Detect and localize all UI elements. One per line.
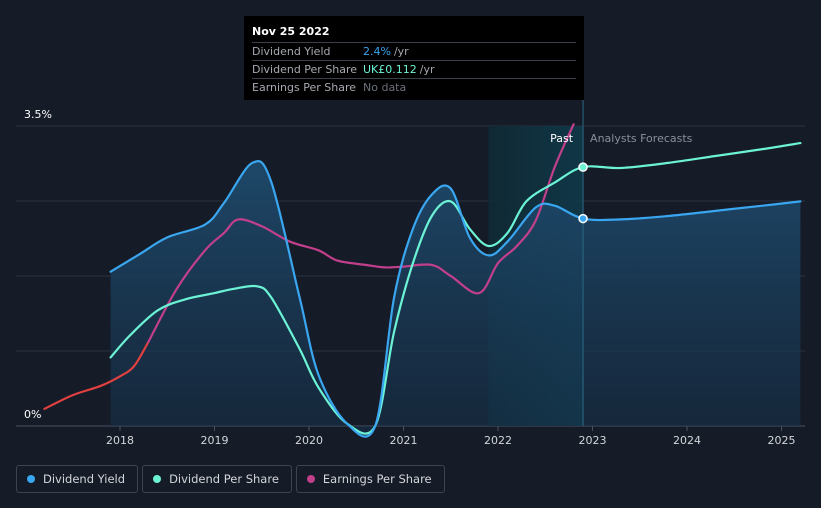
tooltip-label: Dividend Per Share — [252, 63, 358, 76]
x-tick-label: 2023 — [579, 434, 607, 447]
marker-dividend-per-share — [578, 162, 588, 172]
y-tick-label-top: 3.5% — [24, 108, 52, 121]
legend-dot-icon — [27, 475, 35, 483]
legend-item-earnings-per-share[interactable]: Earnings Per Share — [295, 465, 445, 493]
legend-label: Dividend Yield — [43, 472, 126, 486]
marker-dividend-yield — [578, 213, 588, 224]
legend-dot-icon — [306, 475, 315, 483]
tooltip: Nov 25 2022 Dividend Yield 2.4% /yr Divi… — [244, 16, 584, 100]
x-tick-label: 2022 — [484, 434, 512, 447]
x-tick-label: 2024 — [673, 434, 701, 447]
series-markers — [578, 162, 588, 224]
x-tick-label: 2025 — [768, 434, 796, 447]
tooltip-row-dividend-yield: Dividend Yield 2.4% /yr — [252, 42, 576, 60]
tooltip-value: UK£0.112 — [363, 63, 417, 76]
analysts-forecasts-label: Analysts Forecasts — [590, 132, 693, 145]
x-axis-ticks: 2018 2019 2020 2021 2022 2023 2024 2025 — [106, 426, 796, 447]
series-line-earnings-per-share-early — [43, 340, 150, 410]
legend-item-dividend-yield[interactable]: Dividend Yield — [16, 465, 139, 493]
legend-dot-icon — [153, 475, 162, 483]
x-tick-label: 2019 — [201, 434, 229, 447]
series-line-dividend-yield — [109, 160, 802, 438]
tooltip-unit: /yr — [393, 45, 409, 58]
tooltip-label: Earnings Per Share — [252, 81, 357, 94]
x-tick-label: 2018 — [106, 434, 134, 447]
tooltip-date: Nov 25 2022 — [252, 25, 330, 38]
tooltip-label: Dividend Yield — [252, 45, 331, 58]
tooltip-row-earnings-per-share: Earnings Per Share No data — [252, 78, 576, 96]
legend-label: Earnings Per Share — [322, 472, 432, 486]
x-tick-label: 2021 — [390, 434, 418, 447]
tooltip-unit: /yr — [419, 63, 435, 76]
dividend-yield-area — [110, 161, 801, 437]
legend-item-dividend-per-share[interactable]: Dividend Per Share — [142, 465, 292, 493]
series-line-earnings-per-share — [147, 123, 575, 344]
x-tick-label: 2020 — [295, 434, 323, 447]
y-tick-label-bottom: 0% — [24, 408, 41, 421]
legend-label: Dividend Per Share — [169, 472, 279, 486]
series-lines — [43, 123, 802, 438]
past-label: Past — [550, 132, 574, 145]
legend: Dividend Yield Dividend Per Share Earnin… — [16, 465, 445, 493]
tooltip-row-dividend-per-share: Dividend Per Share UK£0.112 /yr — [252, 60, 576, 78]
tooltip-value: 2.4% — [363, 45, 391, 58]
series-line-dividend-per-share — [109, 142, 802, 435]
tooltip-value: No data — [363, 81, 407, 94]
